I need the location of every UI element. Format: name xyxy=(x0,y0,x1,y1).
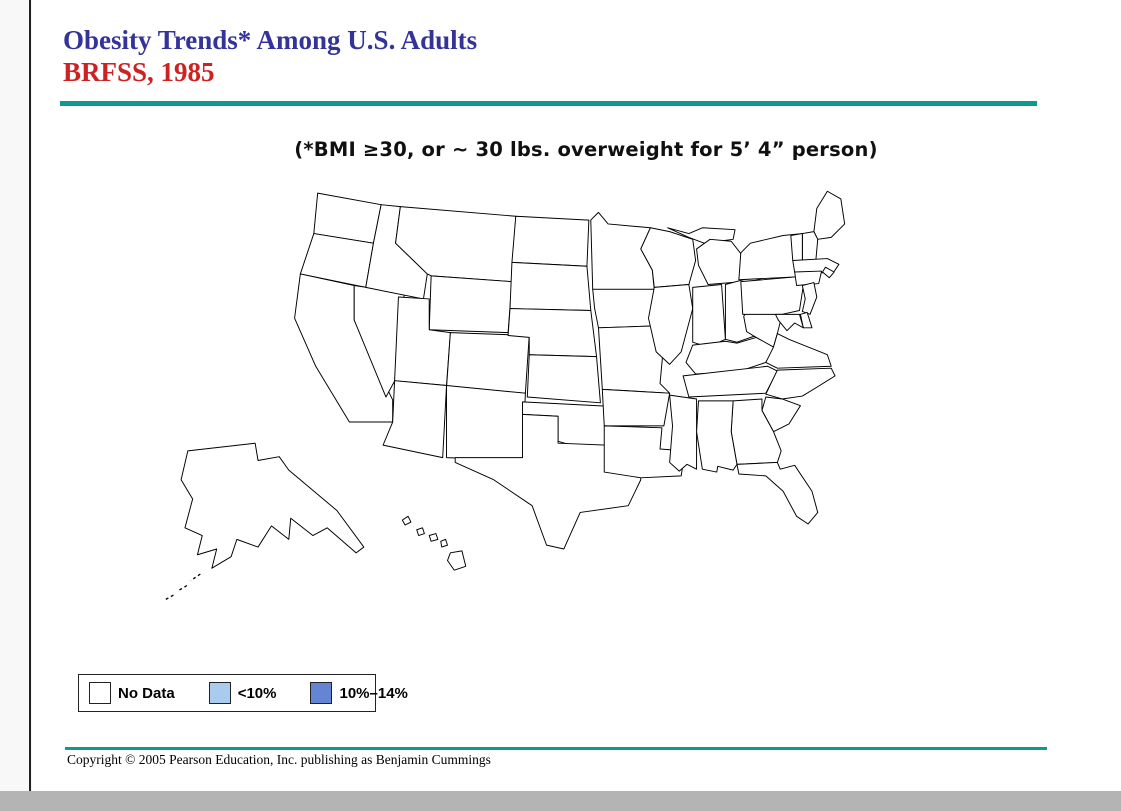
state-ar xyxy=(601,388,671,427)
state-co xyxy=(446,332,530,394)
state-ks xyxy=(526,354,601,404)
copyright-text: Copyright © 2005 Pearson Education, Inc.… xyxy=(67,752,491,767)
state-nd xyxy=(511,215,590,267)
title-line2: BRFSS, 1985 xyxy=(63,57,215,88)
state-al xyxy=(696,400,738,473)
slide-left-gutter xyxy=(0,0,31,791)
state-me xyxy=(813,190,846,240)
state-vt xyxy=(790,233,803,261)
state-va xyxy=(765,333,832,369)
state-az xyxy=(382,380,448,459)
state-hi xyxy=(401,515,412,526)
state-md xyxy=(774,313,804,332)
state-ak xyxy=(180,442,365,569)
state-il xyxy=(648,284,694,365)
accent-rule-top xyxy=(60,101,1037,106)
title-line1: Obesity Trends* Among U.S. Adults xyxy=(63,25,478,55)
map-legend: No Data <10% 10%–14% xyxy=(78,674,408,712)
accent-rule-bottom xyxy=(65,747,1047,750)
legend-swatch-10-14 xyxy=(310,682,333,704)
state-tx xyxy=(454,413,642,550)
state-hi xyxy=(447,550,467,571)
slide: Obesity Trends* Among U.S. Adults BRFSS,… xyxy=(32,0,1121,791)
state-ms xyxy=(669,394,698,472)
us-choropleth-map xyxy=(164,190,846,601)
state-hi xyxy=(440,538,448,548)
alaska-group xyxy=(164,442,365,601)
slide-title: Obesity Trends* Among U.S. Adults BRFSS,… xyxy=(63,24,477,89)
legend-label-lt10: <10% xyxy=(237,684,277,702)
state-hi xyxy=(428,533,439,542)
state-wy xyxy=(428,275,513,334)
state-hi xyxy=(416,527,425,537)
state-nm xyxy=(446,385,526,461)
legend-swatch-no-data xyxy=(89,682,111,704)
legend-label-10-14: 10%–14% xyxy=(339,684,408,702)
lower-48-group xyxy=(294,190,846,550)
window-bottom-strip xyxy=(0,791,1121,811)
state-nc xyxy=(765,367,836,400)
hawaii-group xyxy=(401,515,467,571)
legend-item-no-data: No Data xyxy=(89,682,175,704)
state-fl xyxy=(736,461,819,525)
aleutian-islands xyxy=(164,573,201,601)
state-ri xyxy=(822,266,835,279)
legend-item-lt10: <10% xyxy=(208,682,277,704)
legend-item-10-14: 10%–14% xyxy=(310,682,408,704)
state-mi xyxy=(696,238,746,285)
state-nj xyxy=(801,282,818,315)
legend-label-no-data: No Data xyxy=(118,684,175,702)
bmi-note: (*BMI ≥30, or ~ 30 lbs. overweight for 5… xyxy=(294,138,878,161)
state-ct xyxy=(794,270,823,286)
state-pa xyxy=(740,276,804,315)
state-in xyxy=(692,284,726,348)
state-nh xyxy=(801,231,819,261)
state-mi-upper xyxy=(667,227,736,244)
state-wi xyxy=(640,227,697,288)
legend-swatch-lt10 xyxy=(208,682,231,704)
state-sd xyxy=(509,261,592,311)
